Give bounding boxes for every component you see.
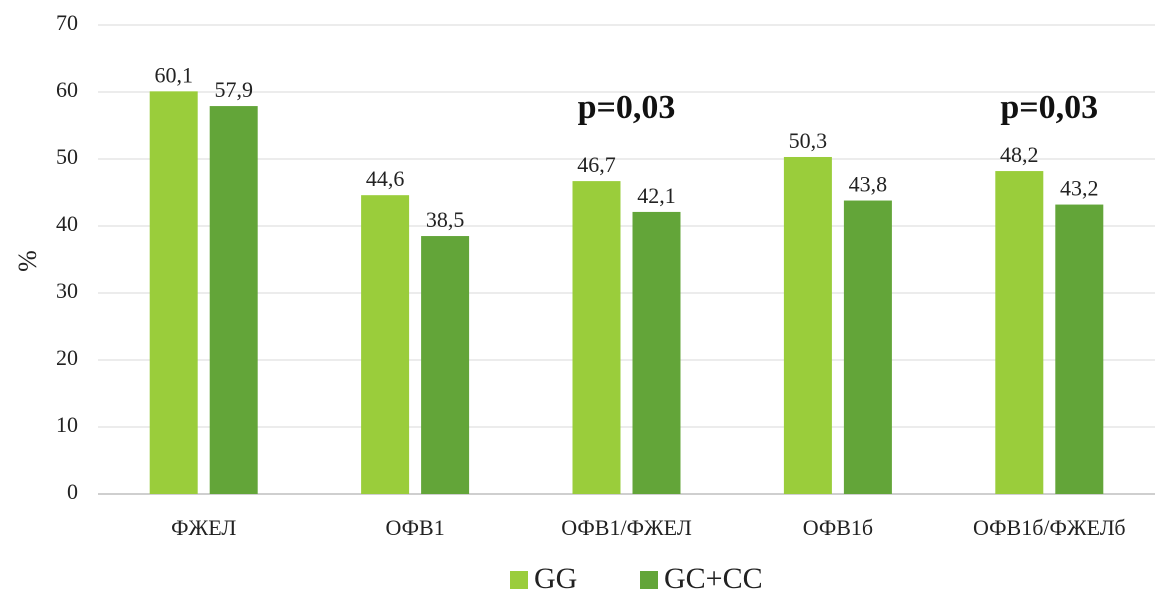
bar bbox=[783, 156, 832, 495]
y-tick-label: 50 bbox=[56, 144, 78, 169]
data-label: 43,2 bbox=[1060, 176, 1099, 201]
annotations: p=0,03 p=0,03 bbox=[578, 89, 1099, 126]
y-tick-label: 60 bbox=[56, 77, 78, 102]
y-axis-label: % bbox=[13, 250, 42, 272]
data-label: 38,5 bbox=[426, 207, 465, 232]
bar bbox=[572, 181, 621, 495]
legend-swatch bbox=[510, 571, 528, 589]
significance-annotation: p=0,03 bbox=[1000, 89, 1098, 126]
data-label: 46,7 bbox=[577, 152, 616, 177]
legend-swatch bbox=[640, 571, 658, 589]
y-tick-label: 30 bbox=[56, 278, 78, 303]
bar bbox=[209, 106, 258, 494]
y-tick-label: 0 bbox=[67, 479, 78, 504]
legend-label: GC+CC bbox=[664, 562, 763, 595]
x-category-label: ОФВ1 bbox=[385, 515, 444, 540]
x-category-label: ОФВ1б bbox=[803, 515, 873, 540]
data-label: 48,2 bbox=[1000, 142, 1039, 167]
x-axis-categories: ФЖЕЛ ОФВ1 ОФВ1/ФЖЕЛ ОФВ1б ОФВ1б/ФЖЕЛб bbox=[171, 515, 1125, 540]
data-label: 44,6 bbox=[366, 166, 405, 191]
bar bbox=[1055, 204, 1104, 494]
data-label: 57,9 bbox=[214, 77, 253, 102]
x-category-label: ОФВ1б/ФЖЕЛб bbox=[973, 515, 1126, 540]
bar bbox=[421, 236, 470, 495]
x-category-label: ОФВ1/ФЖЕЛ bbox=[561, 515, 692, 540]
data-labels: 60,1 44,6 46,7 50,3 48,2 57,9 38,5 42,1 43,8 43,2 bbox=[154, 62, 1098, 232]
y-tick-label: 70 bbox=[56, 10, 78, 35]
data-label: 50,3 bbox=[789, 128, 828, 153]
x-category-label: ФЖЕЛ bbox=[171, 515, 236, 540]
legend-label: GG bbox=[534, 562, 577, 595]
y-tick-label: 20 bbox=[56, 345, 78, 370]
bar bbox=[843, 200, 892, 495]
y-tick-label: 10 bbox=[56, 412, 78, 437]
bar bbox=[632, 211, 681, 494]
significance-annotation: p=0,03 bbox=[578, 89, 676, 126]
bar bbox=[361, 195, 410, 494]
bar bbox=[149, 91, 198, 494]
bars bbox=[149, 91, 1104, 495]
y-tick-label: 40 bbox=[56, 211, 78, 236]
y-axis-ticks: 0 10 20 30 40 50 60 70 bbox=[56, 10, 78, 504]
bar bbox=[995, 171, 1044, 494]
data-label: 42,1 bbox=[637, 183, 676, 208]
gridlines bbox=[98, 24, 1155, 495]
data-label: 43,8 bbox=[849, 172, 888, 197]
data-label: 60,1 bbox=[154, 62, 193, 87]
legend: GG GC+CC bbox=[510, 562, 763, 595]
